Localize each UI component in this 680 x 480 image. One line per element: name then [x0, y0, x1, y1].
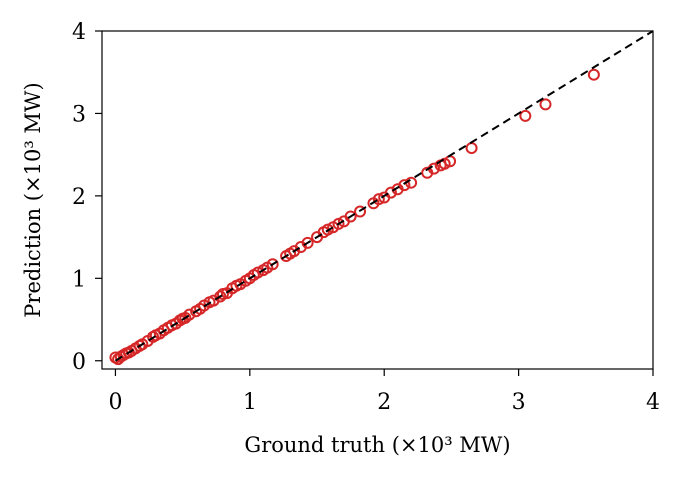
x-tick-label: 0 [108, 390, 122, 415]
x-tick-label: 1 [243, 390, 257, 415]
data-point [214, 290, 227, 303]
x-tick-label: 4 [646, 390, 660, 415]
plot-frame [101, 30, 654, 370]
y-tick-label: 0 [72, 350, 86, 375]
data-point [587, 68, 600, 81]
x-axis: 0 1 2 3 4 [108, 369, 660, 415]
identity-reference-line [114, 30, 654, 362]
data-point [354, 205, 367, 218]
data-point [301, 236, 314, 249]
data-point [519, 109, 532, 122]
x-tick-label: 3 [512, 390, 526, 415]
data-point [183, 308, 196, 321]
y-tick-label: 1 [72, 267, 86, 292]
x-axis-label: Ground truth (×10³ MW) [244, 433, 510, 457]
data-point [465, 142, 478, 155]
data-point [344, 210, 357, 223]
y-tick-label: 4 [72, 20, 86, 45]
y-tick-label: 2 [72, 185, 86, 210]
y-axis-label: Prediction (×10³ MW) [21, 82, 45, 317]
y-axis: 0 1 2 3 4 [72, 20, 102, 375]
data-point [266, 258, 279, 271]
data-point [398, 179, 411, 192]
y-tick-label: 3 [72, 102, 86, 127]
data-point [539, 98, 552, 111]
data-point [372, 193, 385, 206]
data-point [384, 186, 397, 199]
x-tick-label: 2 [377, 390, 391, 415]
